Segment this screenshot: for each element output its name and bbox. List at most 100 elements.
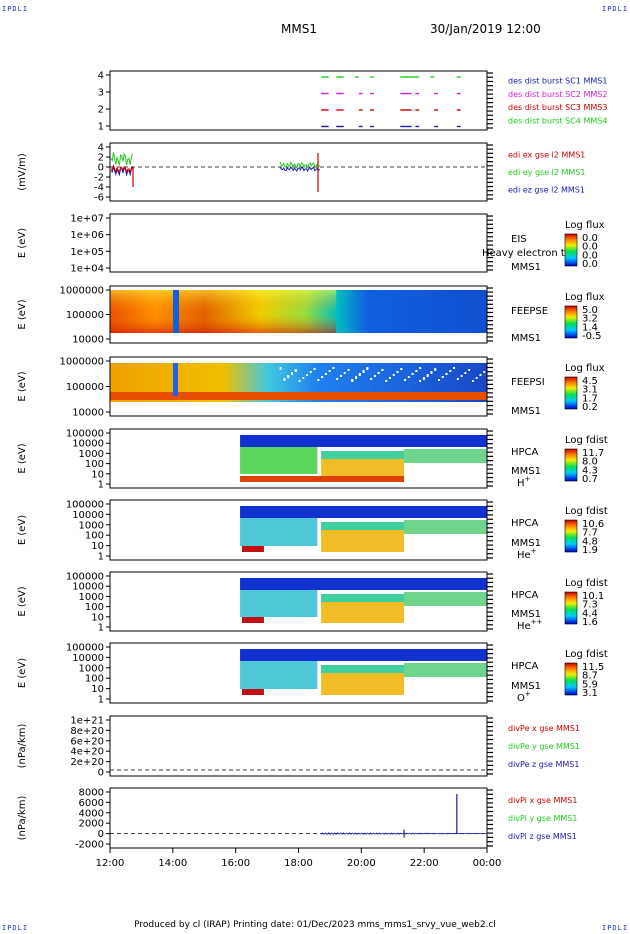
instrument-label: HPCA xyxy=(511,590,539,601)
y-tick-label: 8000 xyxy=(79,788,104,799)
feepsi-noise xyxy=(388,377,391,379)
colorbar xyxy=(565,306,577,338)
colorbar-frame xyxy=(564,662,578,696)
y-tick-label: 10 xyxy=(91,612,104,623)
y-tick-label: 1e+04 xyxy=(70,264,104,275)
corner-label-br: IPDLI xyxy=(602,924,629,932)
y-tick-label: 100000 xyxy=(66,572,104,583)
feepsi-noise xyxy=(419,380,422,382)
corner-label-bl: IPDLI xyxy=(2,924,29,932)
y-tick-label: -2 xyxy=(94,173,104,184)
y-axis-label: E (eV) xyxy=(17,371,28,401)
y-tick-label: 10000 xyxy=(72,653,104,664)
feepsi-noise xyxy=(336,378,339,380)
colorbar-tick-label: -0.5 xyxy=(582,331,602,342)
y-axis-label: E (eV) xyxy=(17,443,28,473)
colorbar-tick-label: 4.8 xyxy=(582,536,598,547)
colorbar-tick-label: 5.9 xyxy=(582,679,598,690)
panel-frame xyxy=(109,70,488,131)
hpca-spectrogram-b-top xyxy=(321,522,405,530)
species-charge: + xyxy=(531,547,537,555)
colorbar xyxy=(565,234,577,266)
y-axis-label: E (eV) xyxy=(17,228,28,258)
legend-label: divPi x gse MMS1 xyxy=(508,796,577,805)
colorbar-tick-label: 4.5 xyxy=(582,376,598,387)
panel-frame xyxy=(109,356,488,417)
x-tick-label: 12:00 xyxy=(96,858,125,869)
y-tick-label: 2e+20 xyxy=(70,757,104,768)
edi-ez-trace xyxy=(110,165,134,177)
feepsi-noise xyxy=(426,375,429,377)
panel-frame xyxy=(109,428,488,489)
species-charge: + xyxy=(525,475,531,483)
colorbar-tick-label: 3.1 xyxy=(582,688,598,699)
x-tick-label: 00:00 xyxy=(473,858,502,869)
hpca-spectrogram-c xyxy=(404,520,487,534)
colorbar xyxy=(565,377,577,409)
hpca-top-band xyxy=(240,435,487,447)
edi-ey-trace-2 xyxy=(279,160,321,170)
feepsi-noise xyxy=(279,368,282,370)
hpca-top-band xyxy=(240,506,487,518)
feepsi-noise xyxy=(385,380,388,382)
legend-label: divPe y gse MMS1 xyxy=(508,742,580,751)
colorbar xyxy=(565,449,577,481)
overlay-label: Heavy electron to xyxy=(482,248,571,259)
colorbar xyxy=(565,663,577,695)
panel-frame xyxy=(109,571,488,632)
y-tick-label: 100000 xyxy=(66,643,104,654)
colorbar-frame xyxy=(564,591,578,625)
y-tick-label: 1000 xyxy=(79,592,104,603)
spacecraft-label: MMS1 xyxy=(511,538,541,549)
feepsi-noise xyxy=(483,371,486,373)
y-tick-label: 1 xyxy=(98,623,104,634)
feepsi-noise xyxy=(362,371,365,373)
y-tick-label: 100000 xyxy=(66,429,104,440)
feepsi-noise xyxy=(441,376,444,378)
species-label: He++ xyxy=(517,618,543,632)
instrument-label: FEEPSI xyxy=(511,377,545,388)
colorbar-tick-label: 1.7 xyxy=(582,393,598,404)
spacecraft-label: MMS1 xyxy=(511,609,541,620)
y-tick-label: 1 xyxy=(98,122,104,133)
y-tick-label: 4 xyxy=(98,143,104,154)
colorbar-tick-label: 8.7 xyxy=(582,671,598,682)
colorbar-title: Log flux xyxy=(565,220,605,231)
instrument-label: HPCA xyxy=(511,661,539,672)
feepsi-noise xyxy=(313,368,316,370)
panel-burst: 4 3 2 1 des dist burst SC1 MMS1 des dist burs… xyxy=(98,70,607,133)
hpca-top-band xyxy=(240,649,487,661)
y-tick-label: 2 xyxy=(98,153,104,164)
colorbar-tick-label: 7.7 xyxy=(582,528,598,539)
x-tick-label: 22:00 xyxy=(410,858,439,869)
y-tick-label: -2000 xyxy=(75,840,104,851)
y-tick-label: 1000000 xyxy=(59,286,104,297)
y-tick-label: 10000 xyxy=(72,439,104,450)
hpca-spectrogram-b-top xyxy=(321,594,405,602)
y-tick-label: 6000 xyxy=(79,798,104,809)
y-tick-label: 2000 xyxy=(79,819,104,830)
colorbar-tick-label: 0.2 xyxy=(582,402,598,413)
y-axis-label: E (eV) xyxy=(17,515,28,545)
feepsi-noise xyxy=(479,374,482,376)
feepse-gap xyxy=(173,290,179,333)
y-tick-label: 1e+21 xyxy=(70,716,104,727)
colorbar-tick-label: 3.1 xyxy=(582,385,598,396)
colorbar-tick-label: 8.0 xyxy=(582,457,598,468)
hpca-spectrogram-a xyxy=(240,661,318,689)
feepsi-noise xyxy=(449,370,452,372)
instrument-label: HPCA xyxy=(511,518,539,529)
legend-label: des dist burst SC3 MMS3 xyxy=(508,103,607,112)
feepsi-noise xyxy=(287,376,290,378)
y-tick-label: 2 xyxy=(98,105,104,116)
feepsi-noise xyxy=(445,373,448,375)
y-tick-label: 100000 xyxy=(66,310,104,321)
colorbar-title: Log flux xyxy=(565,363,605,374)
feepsi-noise xyxy=(396,371,399,373)
legend-label: edi ey gse l2 MMS1 xyxy=(508,168,586,177)
feepsi-noise xyxy=(306,374,309,376)
x-axis: 12:00 14:00 16:00 18:00 20:00 22:00 00:00 xyxy=(96,848,502,869)
